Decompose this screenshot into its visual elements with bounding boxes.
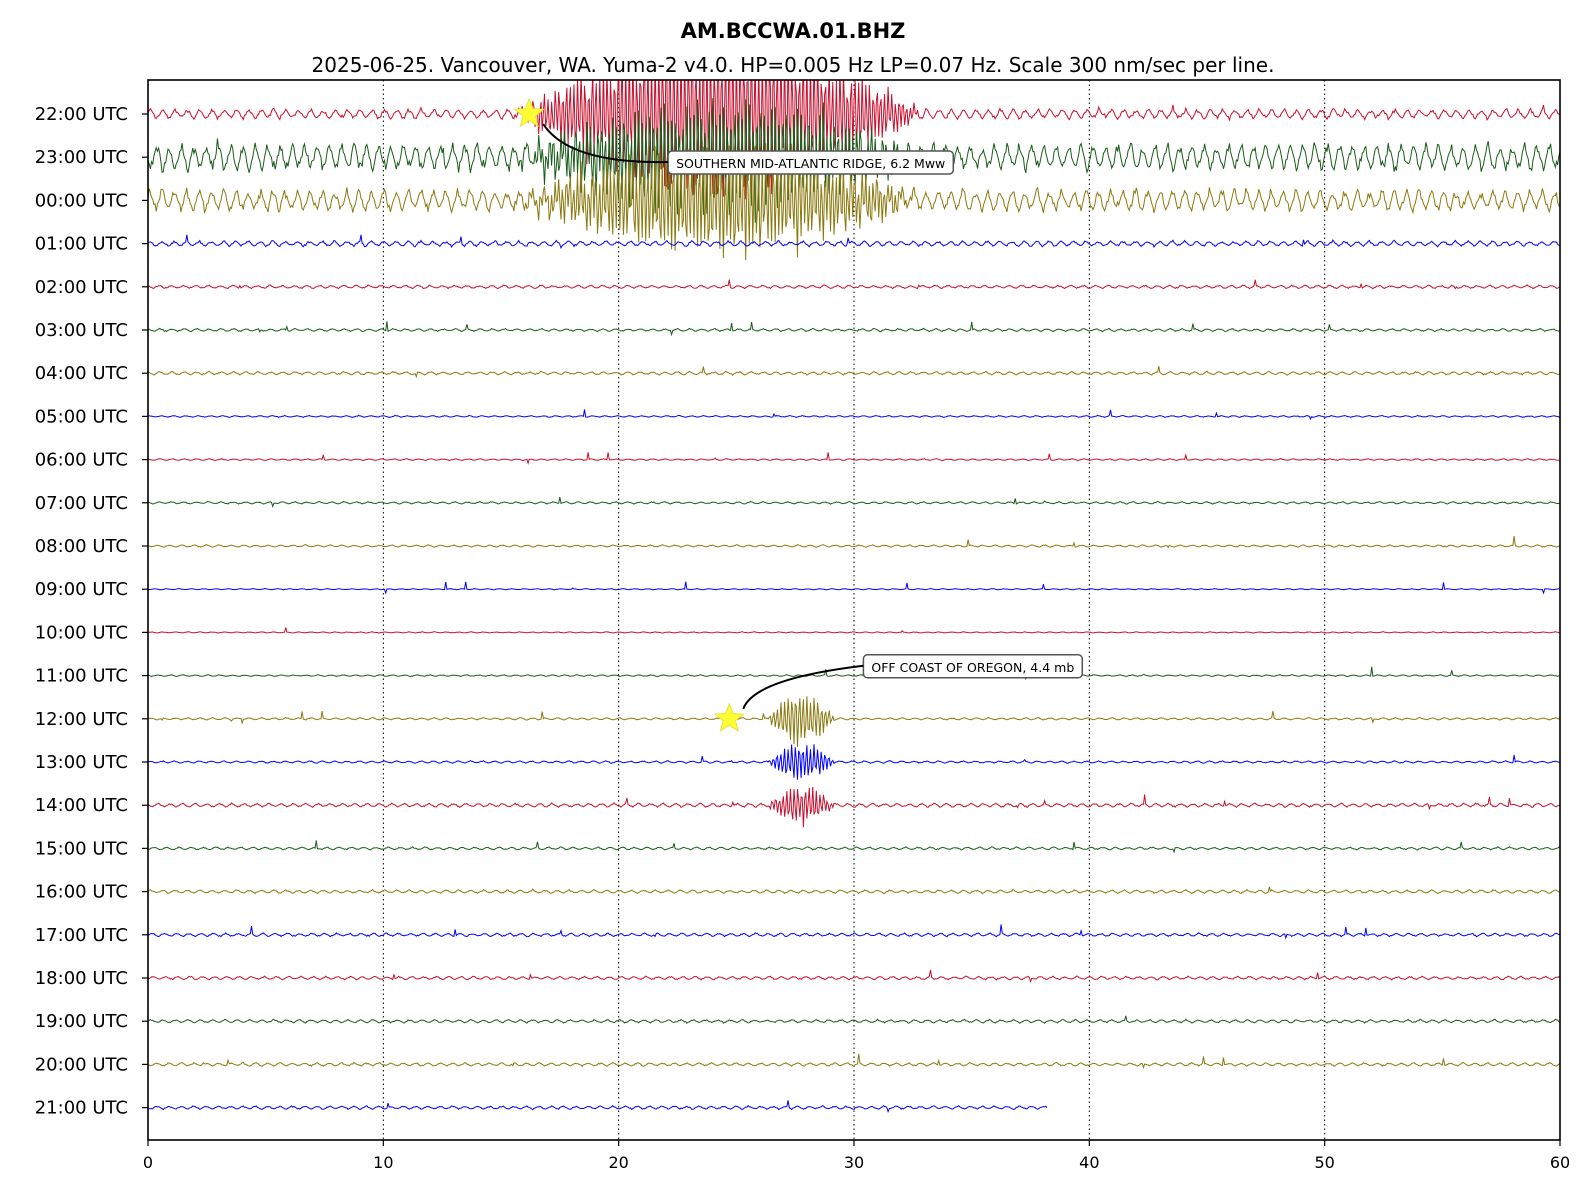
vertical-gridlines <box>382 80 1326 1140</box>
trace-row-14 <box>148 696 1560 747</box>
x-tick-label: 0 <box>143 1153 153 1172</box>
event-connector-0 <box>542 123 669 164</box>
trace-row-18 <box>148 886 1560 895</box>
row-label: 00:00 UTC <box>35 190 128 211</box>
row-label: 21:00 UTC <box>35 1098 128 1119</box>
row-label: 18:00 UTC <box>35 968 128 989</box>
row-label: 19:00 UTC <box>35 1011 128 1032</box>
trace-row-4 <box>148 279 1560 290</box>
x-tick-label: 50 <box>1314 1153 1334 1172</box>
row-label: 15:00 UTC <box>35 838 128 859</box>
event-star-0 <box>513 97 545 128</box>
row-label: 22:00 UTC <box>35 104 128 125</box>
x-tick-label: 30 <box>844 1153 864 1172</box>
row-label: 07:00 UTC <box>35 493 128 514</box>
trace-row-22 <box>148 1053 1560 1070</box>
trace-row-23 <box>148 1100 1048 1114</box>
trace-row-2 <box>148 143 1560 261</box>
trace-row-20 <box>148 969 1560 984</box>
row-label: 02:00 UTC <box>35 277 128 298</box>
row-label: 04:00 UTC <box>35 363 128 384</box>
event-label-0: SOUTHERN MID-ATLANTIC RIDGE, 6.2 Mww <box>676 156 945 171</box>
chart-title: AM.BCCWA.01.BHZ <box>681 19 906 43</box>
trace-row-16 <box>148 786 1560 828</box>
seismic-traces <box>148 80 1560 1114</box>
row-label: 16:00 UTC <box>35 882 128 903</box>
trace-row-13 <box>148 666 1560 681</box>
x-tick-label: 10 <box>373 1153 393 1172</box>
trace-row-11 <box>148 581 1560 595</box>
trace-row-12 <box>148 627 1560 634</box>
trace-row-21 <box>148 1015 1560 1024</box>
row-label: 05:00 UTC <box>35 406 128 427</box>
trace-row-15 <box>148 744 1560 780</box>
trace-row-5 <box>148 321 1560 337</box>
row-label: 03:00 UTC <box>35 320 128 341</box>
row-label: 13:00 UTC <box>35 752 128 773</box>
trace-row-8 <box>148 452 1560 465</box>
chart-subtitle: 2025-06-25. Vancouver, WA. Yuma-2 v4.0. … <box>312 53 1275 77</box>
row-label: 09:00 UTC <box>35 579 128 600</box>
x-tick-label: 60 <box>1550 1153 1570 1172</box>
row-label: 01:00 UTC <box>35 234 128 255</box>
row-label: 06:00 UTC <box>35 450 128 471</box>
row-label: 23:00 UTC <box>35 147 128 168</box>
row-label: 14:00 UTC <box>35 795 128 816</box>
trace-row-0 <box>148 80 1560 200</box>
trace-row-9 <box>148 497 1560 508</box>
row-label: 10:00 UTC <box>35 622 128 643</box>
row-label: 08:00 UTC <box>35 536 128 557</box>
trace-row-17 <box>148 840 1560 854</box>
row-label: 17:00 UTC <box>35 925 128 946</box>
row-label: 11:00 UTC <box>35 666 128 687</box>
x-axis-ticks: 0 10 20 30 40 50 60 <box>143 1140 1570 1172</box>
trace-row-7 <box>148 409 1560 421</box>
x-tick-label: 20 <box>608 1153 628 1172</box>
trace-row-10 <box>148 535 1560 549</box>
trace-row-19 <box>148 924 1560 940</box>
row-label: 12:00 UTC <box>35 709 128 730</box>
row-label: 20:00 UTC <box>35 1054 128 1075</box>
trace-row-3 <box>148 234 1560 250</box>
hour-row-labels: 22:00 UTC 23:00 UTC 00:00 UTC 01:00 UTC 02:0… <box>35 104 148 1119</box>
event-annotations: SOUTHERN MID-ATLANTIC RIDGE, 6.2 Mww OFF … <box>513 97 1084 733</box>
event-star-1 <box>713 702 745 733</box>
event-label-1: OFF COAST OF OREGON, 4.4 mb <box>871 660 1074 675</box>
trace-row-6 <box>148 366 1560 379</box>
event-connector-1 <box>742 664 864 710</box>
x-tick-label: 40 <box>1079 1153 1099 1172</box>
